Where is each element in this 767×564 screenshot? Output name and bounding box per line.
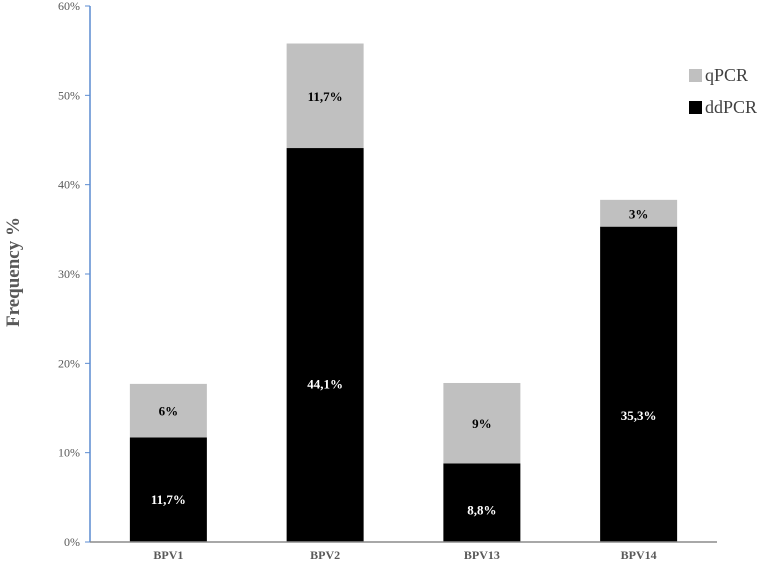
data-label: 11,7% bbox=[308, 89, 343, 104]
bar-qpcr-bpv13 bbox=[443, 382, 521, 464]
y-tick-label: 30% bbox=[58, 267, 80, 281]
x-tick-label: BPV1 bbox=[153, 548, 183, 562]
data-labels: 11,7% 6% 44,1% 11,7% 8,8% 9% 35,3% 3% bbox=[151, 89, 657, 518]
data-label: 9% bbox=[472, 416, 492, 431]
y-axis-label: Frequency % bbox=[3, 217, 24, 327]
y-tick-label: 0% bbox=[64, 535, 80, 549]
bar-qpcr-bpv1 bbox=[129, 383, 207, 438]
bars bbox=[129, 43, 678, 543]
y-tick-label: 40% bbox=[58, 178, 80, 192]
legend-label-qpcr: qPCR bbox=[705, 65, 748, 85]
bar-ddpcr-bpv2 bbox=[286, 148, 364, 543]
data-label: 3% bbox=[629, 206, 649, 221]
bar-ddpcr-bpv13 bbox=[443, 463, 521, 542]
data-label: 8,8% bbox=[467, 503, 496, 518]
bar-ddpcr-bpv14 bbox=[600, 226, 678, 543]
bar-ddpcr-bpv1 bbox=[129, 437, 207, 542]
bar-qpcr-bpv2 bbox=[286, 43, 364, 149]
axes bbox=[89, 6, 717, 543]
y-tick-label: 10% bbox=[58, 446, 80, 460]
legend-label-ddpcr: ddPCR bbox=[705, 97, 757, 117]
data-label: 6% bbox=[159, 404, 179, 419]
y-axis-ticks: 0% 10% 20% 30% 40% 50% 60% bbox=[58, 0, 90, 549]
y-tick-label: 20% bbox=[58, 356, 80, 370]
y-tick-label: 60% bbox=[58, 0, 80, 13]
y-tick-label: 50% bbox=[58, 88, 80, 102]
legend-swatch-ddpcr bbox=[689, 101, 702, 114]
legend-swatch-qpcr bbox=[689, 69, 702, 82]
data-label: 35,3% bbox=[621, 408, 657, 423]
data-label: 11,7% bbox=[151, 492, 186, 507]
x-tick-label: BPV14 bbox=[621, 548, 657, 562]
data-label: 44,1% bbox=[307, 376, 343, 391]
x-tick-label: BPV13 bbox=[464, 548, 500, 562]
legend: qPCR ddPCR bbox=[689, 65, 757, 117]
bar-qpcr-bpv14 bbox=[600, 199, 678, 227]
x-axis-ticks: BPV1 BPV2 BPV13 BPV14 bbox=[153, 548, 656, 562]
x-tick-label: BPV2 bbox=[310, 548, 340, 562]
